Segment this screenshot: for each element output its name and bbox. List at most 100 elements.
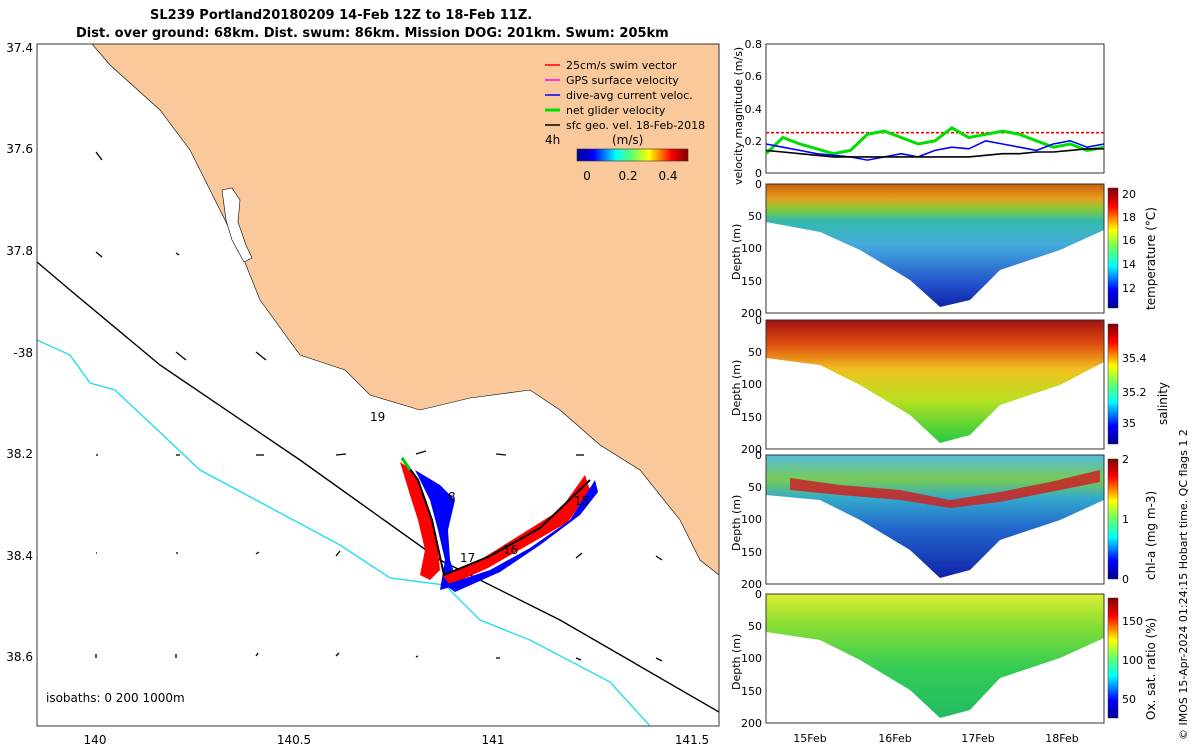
geo-arrow [255,551,260,555]
legend-colorbar [576,148,689,162]
temp-ytick: 100 [741,242,762,255]
legend-colorbar-title: (m/s) [612,133,643,147]
land-mass [37,44,719,576]
geo-arrow [335,550,341,557]
day-label-19: 19 [370,410,385,424]
temp-section [766,184,1104,307]
vel-ytick: 0.6 [745,70,763,83]
chl-ytick: 200 [741,578,762,591]
map-legend: 25cm/s swim vector GPS surface velocity … [545,59,705,183]
legend-cb-tick: 0.4 [658,169,677,183]
temp-ylabel: Depth (m) [730,224,743,280]
temp-frame [765,183,1105,314]
sal-frame [765,319,1105,450]
legend-label-net: net glider velocity [566,104,666,117]
legend-label-current: dive-avg current veloc. [566,89,693,102]
track-swim-vectors-west [400,462,440,580]
ox-cb-tick: 100 [1122,654,1143,667]
lon-tick: 141 [482,733,505,747]
temp-cb-tick: 14 [1122,258,1136,271]
temp-colorbar [1107,187,1119,309]
chl-maximum-layer [790,470,1100,508]
vel-ytick: 0.4 [745,103,763,116]
velocity-series [764,126,1105,161]
day-label-8: 8 [448,490,456,504]
geo-arrow [255,652,259,657]
sfc-geo-vel-arrows [95,151,663,662]
legend-label-geo: sfc geo. vel. 18-Feb-2018 [566,119,705,132]
temp-cb-label: temperature (°C) [1144,207,1158,310]
ox-cb-tick: 150 [1122,615,1143,628]
geo-arrow [175,252,180,256]
sal-cb-tick: 35 [1122,417,1136,430]
geo-arrow [575,657,582,661]
isobath-200m [37,261,719,713]
date-tick: 18Feb [1045,732,1078,745]
velocity-panel: 0 0.2 0.4 0.6 0.8 velocity magnitude (m/… [732,38,1105,185]
lake [221,187,253,263]
temp-ytick: 200 [741,307,762,320]
temp-ytick: 150 [741,275,762,288]
geo-arrow [335,652,340,657]
isobath-1000m [37,339,651,726]
temp-cb-tick: 16 [1122,234,1136,247]
temp-cb-tick: 18 [1122,211,1136,224]
geo-arrow [575,552,583,559]
vel-ytick: 0.2 [745,135,763,148]
temperature-panel: 12 14 16 18 20 temperature (°C) Depth (m… [730,178,1158,320]
sal-ytick: 100 [741,378,762,391]
sal-ytick: 150 [741,411,762,424]
ox-cb-label: Ox. sat. ratio (%) [1144,618,1158,720]
chl-section [766,455,1104,578]
geo-arrow [655,657,663,662]
legend-label-swim: 25cm/s swim vector [566,59,677,72]
legend-scale-note: 4h [545,133,560,147]
sal-section [766,320,1104,443]
glider-track [400,457,598,592]
chl-ytick: 50 [748,481,762,494]
track-line [401,457,591,577]
ox-ytick: 150 [741,685,762,698]
temp-cb-tick: 20 [1122,188,1136,201]
sal-colorbar [1107,323,1119,445]
qc-footer-note: © IMOS 15-Apr-2024 01:24:15 Hobart time.… [1177,429,1190,740]
map-lon-ticks: 140 140.5 141 141.5 [84,733,710,747]
chl-ytick: 150 [741,546,762,559]
ox-section [766,594,1104,718]
track-net-velocity [400,457,412,471]
map-panel: 19 8 15 16 17 isobaths: 0 200 1000m 37.4… [6,41,720,747]
geo-arrow [95,251,103,258]
ox-ytick: 50 [748,620,762,633]
date-tick: 16Feb [878,732,911,745]
legend-label-gps: GPS surface velocity [566,74,679,87]
geo-arrow [335,453,347,456]
sal-ytick: 0 [755,314,762,327]
chl-colorbar [1107,458,1119,580]
salinity-panel: 35 35.2 35.4 salinity Depth (m) 0 50 100… [730,314,1170,456]
geo-arrow [175,351,187,361]
track-current-vectors-east [445,480,598,592]
lat-tick: 38.2 [6,447,33,461]
lat-tick: 38.4 [6,549,33,563]
day-label-15: 15 [574,494,589,508]
lon-tick: 140 [84,733,107,747]
geo-arrow [255,351,267,361]
map-lat-ticks: 37.4 37.6 37.8 -38 38.2 38.4 38.6 [6,41,33,664]
chl-cb-tick: 2 [1122,453,1129,466]
geo-arrow [95,151,103,161]
ox-ytick: 100 [741,652,762,665]
ox-ytick: 0 [755,588,762,601]
vel-ytick: 0 [755,167,762,180]
lat-tick: 38.6 [6,650,33,664]
velocity-ylabel: velocity magnitude (m/s) [732,47,745,185]
chart-title-line1: SL239 Portland20180209 14-Feb 12Z to 18-… [150,8,533,23]
lat-tick: 37.4 [6,41,33,55]
sal-ytick: 50 [748,346,762,359]
velocity-yticks: 0 0.2 0.4 0.6 0.8 [745,38,763,180]
ox-frame [765,593,1105,724]
geo-arrow [655,555,663,561]
sal-cb-tick: 35.4 [1122,352,1147,365]
sal-ylabel: Depth (m) [730,360,743,416]
lon-tick: 140.5 [277,733,311,747]
